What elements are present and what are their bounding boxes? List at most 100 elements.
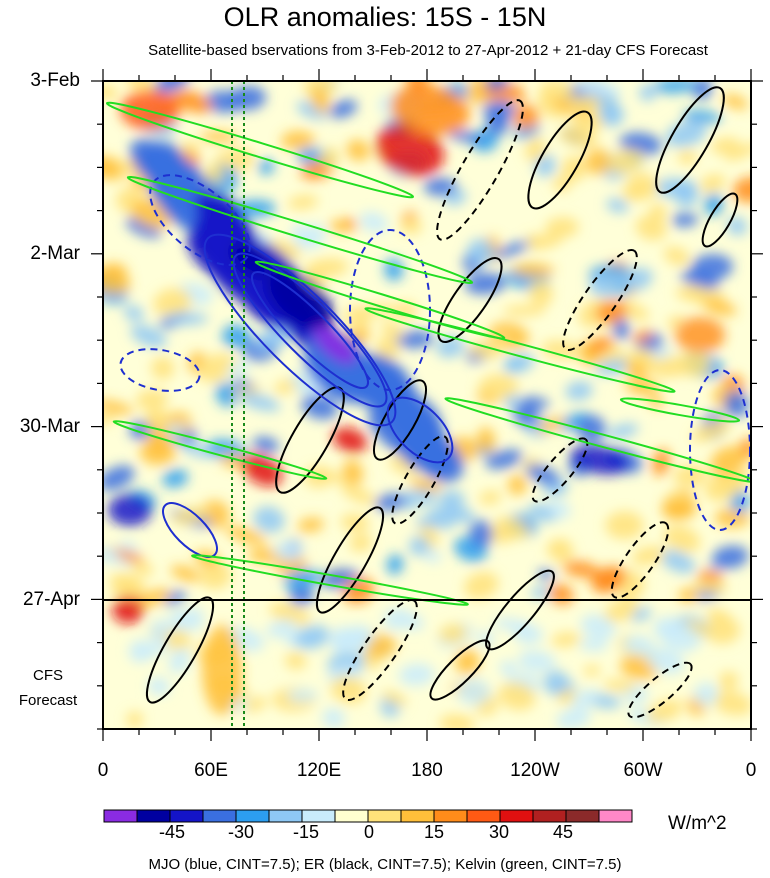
anomaly-blob bbox=[170, 565, 201, 582]
anomaly-blob bbox=[478, 373, 519, 400]
anomaly-blob bbox=[703, 299, 737, 316]
anomaly-blob bbox=[395, 330, 435, 349]
anomaly-blob bbox=[221, 324, 252, 349]
anomaly-blob bbox=[464, 571, 499, 600]
anomaly-blob bbox=[712, 545, 749, 569]
anomaly-blob bbox=[130, 324, 167, 348]
contour-line bbox=[105, 101, 415, 199]
anomaly-blob bbox=[202, 625, 242, 715]
anomaly-blob bbox=[273, 540, 303, 561]
anomaly-blob bbox=[605, 511, 644, 540]
anomaly-blob bbox=[652, 347, 673, 360]
anomaly-blob bbox=[126, 711, 144, 729]
anomaly-blob bbox=[163, 591, 186, 606]
anomaly-blob bbox=[297, 517, 325, 533]
anomaly-blob bbox=[526, 233, 545, 249]
anomaly-blob bbox=[231, 243, 269, 277]
anomaly-blob bbox=[583, 664, 600, 677]
anomaly-blob bbox=[517, 650, 556, 672]
anomaly-blob bbox=[424, 550, 442, 563]
anomaly-blob bbox=[659, 549, 696, 574]
contour-line bbox=[436, 99, 524, 241]
anomaly-blob bbox=[577, 415, 606, 443]
contour-line bbox=[701, 192, 739, 248]
anomaly-blob bbox=[409, 536, 430, 556]
anomaly-blob bbox=[120, 90, 180, 130]
colorbar-box bbox=[334, 809, 369, 823]
anomaly-blob bbox=[568, 95, 602, 113]
colorbar-box bbox=[103, 809, 138, 823]
y-tick-label: 30-Mar bbox=[19, 416, 80, 437]
anomaly-blob bbox=[541, 340, 582, 360]
colorbar bbox=[103, 809, 633, 823]
anomaly-blob bbox=[622, 635, 654, 656]
anomaly-blob bbox=[376, 334, 400, 362]
anomaly-blob bbox=[725, 142, 751, 162]
anomaly-blob bbox=[498, 681, 536, 711]
colorbar-box bbox=[202, 809, 237, 823]
anomaly-blob bbox=[103, 262, 128, 279]
colorbar-box bbox=[400, 809, 435, 823]
anomaly-blob bbox=[714, 508, 750, 528]
anomaly-blob bbox=[374, 493, 407, 511]
contour-line bbox=[627, 661, 693, 719]
anomaly-blob bbox=[439, 623, 468, 644]
anomaly-blob bbox=[561, 156, 588, 182]
forecast-label-line2: Forecast bbox=[18, 692, 78, 709]
anomaly-blob bbox=[711, 690, 751, 716]
anomaly-blob bbox=[311, 88, 330, 114]
anomaly-blob bbox=[594, 358, 633, 375]
anomaly-blob bbox=[512, 104, 539, 131]
anomaly-blob bbox=[286, 689, 319, 703]
anomaly-blob bbox=[726, 216, 748, 236]
anomaly-blob bbox=[507, 474, 528, 496]
anomaly-blob bbox=[682, 110, 722, 123]
anomaly-blob bbox=[699, 174, 726, 193]
y-tick-label: 3-Feb bbox=[30, 70, 80, 91]
anomaly-blob bbox=[168, 647, 191, 674]
anomaly-blob bbox=[588, 336, 614, 354]
anomaly-blob bbox=[366, 634, 397, 659]
anomaly-blob bbox=[134, 588, 172, 608]
anomaly-blob bbox=[439, 714, 475, 729]
contour-line bbox=[619, 397, 741, 423]
contour-line bbox=[364, 307, 676, 393]
anomaly-blob bbox=[479, 490, 502, 505]
anomaly-blob bbox=[332, 427, 368, 453]
anomaly-blob bbox=[692, 81, 713, 100]
anomaly-blob bbox=[238, 392, 281, 412]
anomaly-blob bbox=[252, 436, 280, 453]
anomaly-blob bbox=[693, 682, 719, 706]
colorbar-box bbox=[301, 809, 336, 823]
colorbar-tick-label: 0 bbox=[363, 822, 374, 842]
colorbar-box bbox=[499, 809, 534, 823]
anomaly-blob bbox=[380, 321, 405, 337]
anomaly-blob bbox=[147, 427, 171, 453]
anomaly-blob bbox=[647, 355, 692, 378]
anomaly-blob bbox=[645, 647, 685, 675]
anomaly-blob bbox=[565, 381, 593, 401]
anomaly-blob bbox=[303, 81, 337, 99]
anomaly-blob bbox=[342, 459, 364, 486]
anomaly-blob bbox=[467, 238, 494, 265]
x-tick-label: 0 bbox=[97, 760, 109, 781]
colorbar-tick-label: -30 bbox=[227, 822, 254, 842]
anomaly-blob bbox=[283, 568, 320, 590]
anomaly-blob bbox=[401, 490, 419, 511]
anomaly-blob bbox=[328, 220, 352, 233]
anomaly-blob bbox=[527, 503, 556, 523]
anomaly-blob bbox=[151, 356, 175, 380]
chart-title: OLR anomalies: 15S - 15N bbox=[223, 2, 547, 32]
contour-line bbox=[254, 260, 506, 340]
anomaly-blob bbox=[322, 707, 345, 729]
contour-line bbox=[391, 435, 449, 525]
anomaly-blob bbox=[548, 539, 574, 563]
anomaly-blob bbox=[646, 699, 683, 723]
anomaly-blob bbox=[608, 148, 644, 175]
y-tick-label: 27-Apr bbox=[22, 589, 80, 610]
anomaly-blob bbox=[295, 625, 330, 650]
anomaly-blob bbox=[253, 506, 285, 533]
colorbar-box bbox=[598, 809, 633, 823]
anomaly-blob bbox=[164, 312, 209, 325]
anomaly-blob bbox=[376, 123, 444, 177]
